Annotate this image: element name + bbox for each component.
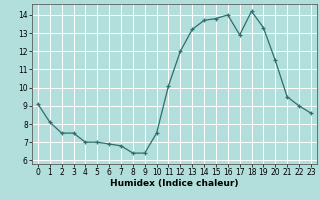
X-axis label: Humidex (Indice chaleur): Humidex (Indice chaleur) (110, 179, 239, 188)
